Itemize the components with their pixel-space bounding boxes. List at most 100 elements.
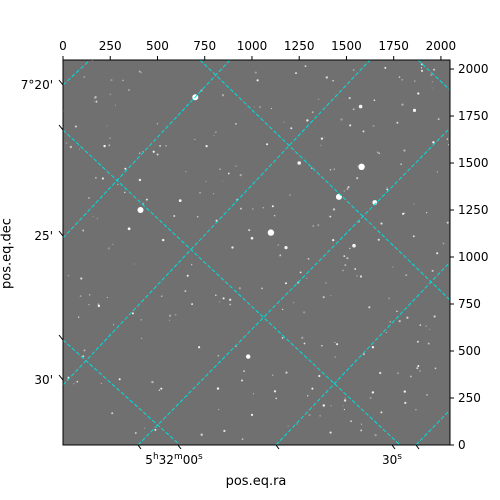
star <box>271 205 274 208</box>
noise-speck <box>354 268 357 270</box>
noise-speck <box>200 433 203 436</box>
noise-speck <box>88 304 90 306</box>
noise-speck <box>311 167 313 169</box>
noise-speck <box>413 203 415 205</box>
noise-speck <box>140 318 143 321</box>
noise-speck <box>386 187 388 189</box>
star <box>320 137 323 140</box>
grid-line <box>63 60 371 386</box>
noise-speck <box>151 380 154 384</box>
grid-line <box>63 60 91 86</box>
grid-line <box>417 60 450 91</box>
star <box>250 413 254 416</box>
noise-speck <box>397 372 399 375</box>
noise-speck <box>405 274 407 276</box>
stars-layer <box>97 69 439 416</box>
noise-speck <box>273 214 276 217</box>
noise-speck <box>258 106 261 108</box>
noise-speck <box>134 263 136 265</box>
noise-speck <box>83 349 86 352</box>
noise-speck <box>356 274 358 277</box>
noise-speck <box>304 65 307 68</box>
noise-speck <box>134 432 137 434</box>
noise-speck <box>442 242 445 245</box>
noise-speck <box>67 274 70 277</box>
noise-speck <box>312 225 315 227</box>
star <box>297 161 302 165</box>
noise-speck <box>446 221 449 224</box>
noise-speck <box>111 412 114 415</box>
noise-speck <box>429 328 431 330</box>
noise-speck <box>140 337 143 339</box>
noise-speck <box>78 316 80 318</box>
noise-speck <box>106 125 108 127</box>
star <box>246 354 251 359</box>
star <box>256 79 259 82</box>
noise-speck <box>330 405 332 407</box>
dec-tick-mark <box>58 374 64 381</box>
coordinate-grid <box>63 60 450 445</box>
noise-speck <box>332 79 334 82</box>
noise-speck <box>73 383 75 385</box>
noise-speck <box>329 215 332 218</box>
noise-speck <box>219 168 221 170</box>
noise-speck <box>275 397 277 400</box>
noise-speck <box>301 336 304 339</box>
star <box>152 150 155 153</box>
noise-speck <box>425 325 427 327</box>
noise-speck <box>95 177 97 179</box>
noise-speck <box>360 423 363 425</box>
grid-line <box>199 60 450 301</box>
noise-speck <box>330 294 332 297</box>
noise-speck <box>343 190 345 192</box>
noise-speck <box>356 165 359 167</box>
noise-speck <box>285 371 288 374</box>
noise-speck <box>272 374 274 376</box>
noise-speck <box>416 367 419 370</box>
noise-speck <box>114 104 116 106</box>
x-tick-label: 1250 <box>284 39 315 53</box>
noise-speck <box>168 314 172 317</box>
noise-speck <box>82 229 85 232</box>
star <box>178 199 182 203</box>
noise-speck <box>106 296 108 298</box>
noise-speck <box>83 76 86 79</box>
star <box>222 297 225 300</box>
noise-speck <box>321 344 323 347</box>
noise-speck <box>221 94 225 97</box>
star <box>266 143 269 146</box>
noise-speck <box>289 194 291 196</box>
noise-speck <box>184 290 187 293</box>
noise-speck <box>420 67 423 69</box>
noise-speck <box>388 297 391 300</box>
noise-speck <box>317 224 320 227</box>
noise-speck <box>333 168 336 170</box>
star <box>103 144 106 148</box>
noise-speck <box>292 301 295 304</box>
noise-speck <box>156 122 159 125</box>
noise-speck <box>346 257 349 260</box>
noise-speck <box>138 152 141 154</box>
x-tick-label: 1750 <box>378 39 409 53</box>
noise-speck <box>374 433 377 437</box>
noise-speck <box>332 208 336 211</box>
ra-tick-mark <box>391 444 396 450</box>
noise-speck <box>97 303 100 306</box>
ra-tick-mark <box>137 444 142 450</box>
noise-speck <box>419 324 422 326</box>
noise-speck <box>165 144 167 147</box>
noise-speck <box>343 399 347 402</box>
noise-speck <box>74 125 77 128</box>
star <box>127 227 131 231</box>
noise-speck <box>404 401 407 405</box>
star <box>358 163 365 170</box>
noise-speck <box>296 423 298 425</box>
noise-speck <box>158 389 161 391</box>
noise-speck <box>325 282 327 284</box>
noise-speck <box>281 336 284 339</box>
noise-speck <box>344 264 347 267</box>
noise-speck <box>88 197 90 199</box>
noise-speck <box>290 127 293 130</box>
noise-speck <box>174 313 177 316</box>
